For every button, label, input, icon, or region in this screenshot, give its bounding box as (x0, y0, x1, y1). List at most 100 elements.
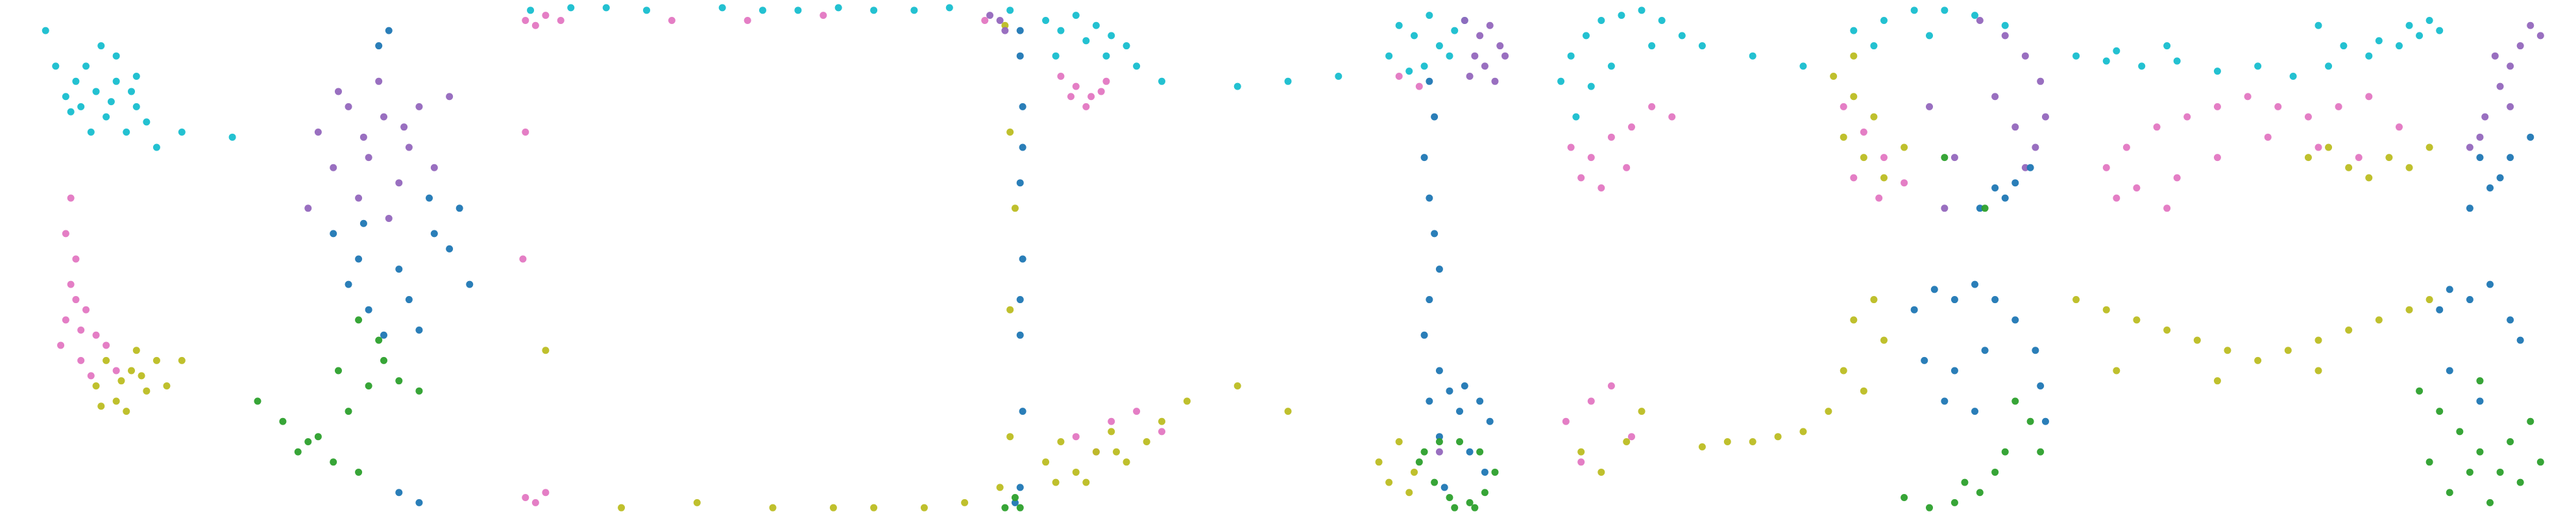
point (112, 52, 120, 60)
point (522, 16, 529, 24)
point (415, 326, 423, 334)
point (430, 230, 438, 238)
point (87, 372, 95, 380)
point-series (986, 12, 1009, 34)
point (57, 341, 65, 349)
point (1981, 347, 1989, 354)
point (385, 214, 393, 222)
point (1461, 16, 1468, 24)
point (2001, 32, 2009, 40)
point (1623, 438, 1631, 446)
point (2466, 296, 2473, 304)
point (1698, 42, 1706, 50)
point (2193, 336, 2201, 344)
point (138, 372, 145, 380)
point (1456, 408, 1464, 415)
point (375, 336, 383, 344)
point (1587, 82, 1595, 90)
point (1426, 77, 1433, 85)
point-series (330, 27, 474, 506)
point (1431, 230, 1439, 238)
point (1097, 88, 1105, 95)
point (2163, 326, 2171, 334)
point (1860, 129, 1867, 136)
point (1233, 382, 1241, 389)
point (1926, 103, 1933, 110)
point (1901, 179, 1908, 187)
point (143, 118, 151, 126)
point (1971, 12, 1979, 19)
point (67, 194, 75, 202)
point (1415, 82, 1423, 90)
point-series (254, 316, 423, 476)
point (2032, 143, 2039, 151)
point (2395, 42, 2403, 50)
point (132, 72, 140, 80)
point (1466, 72, 1474, 80)
point (759, 6, 766, 14)
point (1385, 478, 1393, 486)
point (2340, 42, 2348, 50)
point (1072, 433, 1080, 441)
point (2335, 103, 2342, 110)
point (2163, 42, 2171, 50)
point (1648, 42, 1656, 50)
point-series (304, 77, 454, 222)
point (2274, 103, 2282, 110)
point (1678, 32, 1686, 40)
point (415, 499, 423, 506)
point (345, 280, 352, 288)
point (1618, 12, 1625, 19)
point (2133, 316, 2141, 324)
point (1557, 77, 1565, 85)
point (2037, 382, 2045, 389)
point-series (1910, 164, 2049, 425)
point (1052, 478, 1060, 486)
point (1435, 448, 1443, 456)
point (1072, 468, 1080, 476)
point (426, 194, 433, 202)
point (2425, 296, 2433, 304)
point (380, 331, 387, 339)
point (1057, 438, 1065, 446)
point (1840, 367, 1847, 375)
point-series (42, 27, 236, 151)
point (1698, 443, 1706, 450)
point (1850, 27, 1858, 34)
point (2021, 164, 2029, 171)
point (2425, 458, 2433, 466)
point (2122, 143, 2130, 151)
point (1415, 458, 1423, 466)
point (1476, 397, 1484, 405)
scatter-panel (42, 27, 474, 506)
scatter-panel (2072, 16, 2544, 506)
point (365, 382, 372, 389)
point (1420, 331, 1428, 339)
point (1082, 37, 1090, 45)
point (2486, 499, 2494, 506)
point (1926, 504, 1933, 512)
point (2254, 356, 2262, 364)
point (92, 382, 100, 389)
point (77, 326, 85, 334)
point (1405, 489, 1413, 497)
point (1158, 417, 1165, 425)
point (1627, 433, 1635, 441)
point (1405, 68, 1413, 75)
point-series (1042, 382, 1418, 497)
point (1723, 438, 1731, 446)
point (2436, 408, 2444, 415)
point (178, 356, 186, 364)
point (1471, 504, 1479, 512)
point (2405, 306, 2413, 314)
point (2405, 21, 2413, 29)
point (2516, 42, 2524, 50)
point (2001, 448, 2009, 456)
point (519, 255, 527, 263)
point (1598, 184, 1605, 192)
point (400, 123, 408, 131)
point (395, 489, 403, 497)
point (1870, 296, 1878, 304)
point (117, 377, 125, 385)
